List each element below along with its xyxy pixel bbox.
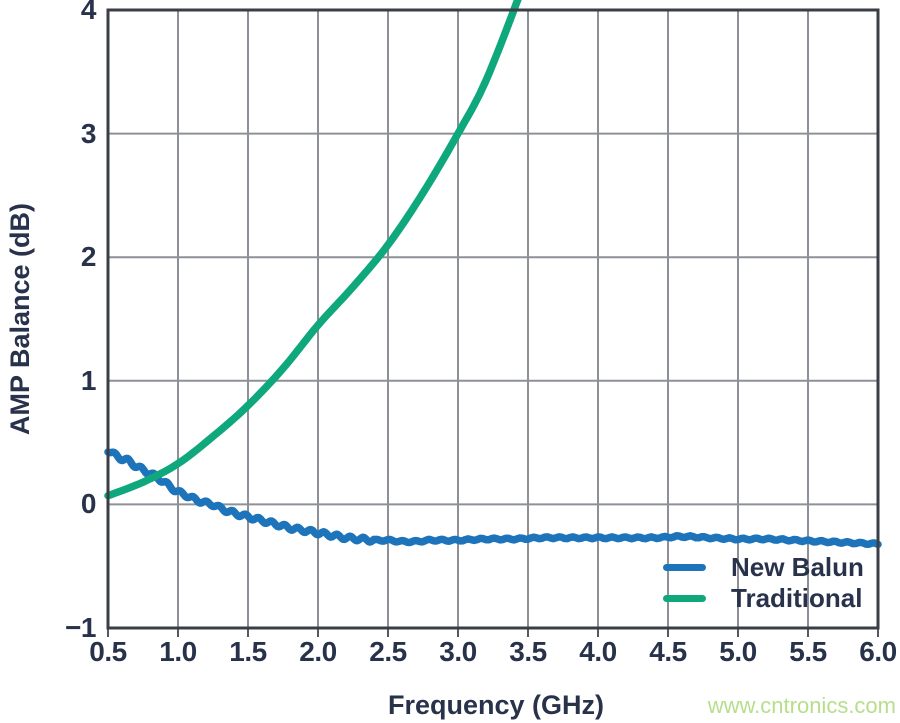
legend-label-new-balun: New Balun: [731, 552, 864, 582]
x-tick-label: 4.5: [649, 636, 687, 667]
x-tick-label: 1.5: [229, 636, 267, 667]
y-tick-label: 4: [80, 0, 97, 25]
axis-tick-marks: [107, 629, 879, 637]
series-line-new-balun: [104, 448, 882, 549]
legend-swatch-new-balun-line: [663, 564, 706, 571]
series-lines: [104, 0, 882, 549]
y-axis-title: AMP Balance (dB): [5, 202, 35, 436]
x-axis-title: Frequency (GHz): [387, 690, 605, 720]
legend-label-traditional: Traditional: [731, 583, 863, 613]
series-line-traditional: [104, 0, 522, 500]
plot-border: [106, 8, 880, 630]
y-tick-label: 2: [80, 241, 97, 273]
x-tick-label: 4.0: [579, 636, 617, 667]
x-tick-label: 5.5: [789, 636, 827, 667]
watermark-text: www.cntronics.com: [707, 693, 896, 718]
y-tick-label: 0: [80, 488, 97, 520]
x-tick-label: 1.0: [159, 636, 197, 667]
legend-item-traditional: Traditional: [663, 583, 864, 614]
y-tick-label: −1: [65, 612, 96, 643]
y-tick-label: 1: [80, 364, 97, 396]
x-tick-label: 3.0: [439, 636, 477, 667]
x-tick-label: 2.0: [299, 636, 337, 667]
x-tick-label: 6.0: [859, 636, 897, 667]
gridlines: [108, 10, 878, 628]
x-tick-label: 0.5: [89, 636, 127, 667]
legend-item-new-balun: New Balun: [663, 552, 864, 583]
x-tick-label: 5.0: [719, 636, 757, 667]
y-tick-label: 3: [80, 117, 97, 149]
legend-swatch-traditional-line: [663, 595, 706, 602]
x-tick-label: 3.5: [509, 636, 547, 667]
legend: New Balun Traditional: [663, 552, 864, 614]
x-tick-label: 2.5: [369, 636, 407, 667]
